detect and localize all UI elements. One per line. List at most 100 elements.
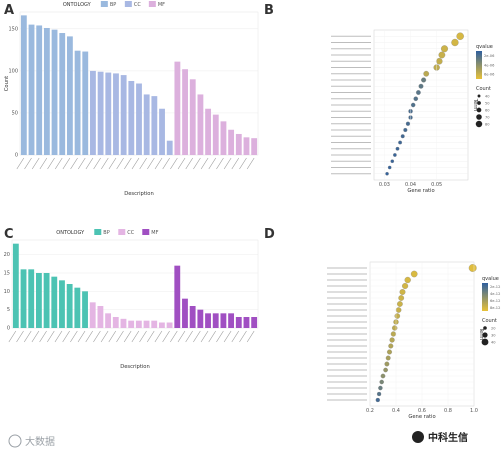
b-color-legend-title: qvalue xyxy=(476,44,493,50)
a-bar-cc xyxy=(113,73,119,155)
b-dot xyxy=(421,77,427,83)
d-dot xyxy=(392,325,398,331)
watermark-right: 中科生信 xyxy=(412,431,468,444)
d-dot xyxy=(399,289,406,295)
d-size-legend-label: 20 xyxy=(491,326,496,330)
c-bar-cc xyxy=(112,317,119,328)
d-dot xyxy=(394,313,401,319)
panel-label-a: A xyxy=(4,3,14,18)
c-xaxis-title: Description xyxy=(120,364,150,370)
c-xtick-mark xyxy=(47,330,55,343)
c-bar-cc xyxy=(151,320,158,328)
a-bar-bp xyxy=(74,50,81,155)
c-xtick-mark xyxy=(170,330,178,343)
a-xtick-mark xyxy=(116,157,124,170)
b-size-legend-dot xyxy=(477,101,481,105)
c-xtick-mark xyxy=(223,330,232,343)
c-legend-swatch-bp xyxy=(94,229,102,235)
c-xtick-mark xyxy=(70,330,78,343)
watermark-wechat-icon xyxy=(412,431,424,443)
a-xtick-mark xyxy=(139,157,147,170)
d-size-legend-label: 40 xyxy=(491,340,496,344)
b-dot xyxy=(438,51,446,59)
panel-label-c: C xyxy=(4,227,14,242)
c-bar-cc xyxy=(105,313,112,328)
c-bar-cc xyxy=(89,302,96,328)
a-bar-bp xyxy=(20,15,27,156)
a-bar-cc xyxy=(136,83,142,155)
a-xtick-mark xyxy=(16,157,25,170)
a-bar-mf xyxy=(212,114,219,155)
a-xtick-mark xyxy=(78,157,86,170)
c-xtick-mark xyxy=(139,330,147,343)
a-bar-mf xyxy=(251,138,258,155)
b-dot xyxy=(405,121,411,126)
b-dot xyxy=(456,32,464,41)
a-ytick-label: 0 xyxy=(15,153,18,159)
a-xtick-mark xyxy=(47,157,55,170)
a-xtick-mark xyxy=(124,157,132,170)
a-xtick-mark xyxy=(131,157,140,170)
a-bar-mf xyxy=(182,69,188,155)
b-size-legend-label: 80 xyxy=(485,122,490,126)
d-xtick-label: 0.2 xyxy=(366,408,374,414)
a-bar-cc xyxy=(166,140,173,155)
a-bar-cc xyxy=(151,96,158,155)
c-bar-mf xyxy=(228,313,235,328)
b-size-legend-label: 60 xyxy=(485,108,490,112)
c-xtick-mark xyxy=(246,330,255,343)
c-bar-mf xyxy=(220,313,227,328)
b-dot xyxy=(403,127,408,133)
a-xtick-mark xyxy=(208,157,217,170)
a-xtick-mark xyxy=(239,157,247,170)
a-xtick-mark xyxy=(85,157,94,170)
d-dot xyxy=(376,391,382,397)
d-dot xyxy=(402,282,409,290)
d-color-legend-tick: 4e-12 xyxy=(490,292,500,296)
b-dot xyxy=(440,45,449,53)
b-color-legend-tick: 6e-06 xyxy=(484,73,495,77)
c-bar-mf xyxy=(205,313,211,328)
c-bar-cc xyxy=(135,320,142,328)
a-bar-mf xyxy=(220,121,227,155)
b-size-legend-dot xyxy=(476,107,482,113)
a-bar-cc xyxy=(159,108,165,155)
c-bar-bp xyxy=(59,280,65,328)
watermark-left-text: 大数据 xyxy=(25,435,55,448)
d-dot xyxy=(375,397,380,403)
d-xtick-label: 1.0 xyxy=(470,408,478,414)
c-xtick-mark xyxy=(154,330,163,343)
a-bar-cc xyxy=(143,94,150,155)
c-xtick-mark xyxy=(100,330,109,343)
d-color-legend-tick: 2e-12 xyxy=(490,285,500,289)
a-bar-mf xyxy=(205,108,212,155)
a-xtick-mark xyxy=(246,157,255,170)
c-yaxis-title: Count xyxy=(0,276,2,291)
a-bar-mf xyxy=(228,129,235,155)
a-yaxis-title: Count xyxy=(4,76,10,91)
c-xtick-mark xyxy=(23,330,32,343)
a-xtick-mark xyxy=(93,157,101,170)
a-xtick-mark xyxy=(101,157,109,170)
b-xtick-label: 0.03 xyxy=(379,182,390,188)
a-xtick-mark xyxy=(216,157,224,170)
d-size-legend-dot xyxy=(483,326,487,330)
b-dot xyxy=(451,38,459,47)
b-color-legend-tick: 2e-06 xyxy=(484,54,495,58)
d-dot xyxy=(383,367,388,373)
c-xtick-mark xyxy=(146,330,155,343)
a-xtick-mark xyxy=(170,157,178,170)
c-xtick-mark xyxy=(8,330,17,343)
c-bar-mf xyxy=(212,313,219,328)
d-color-legend-tick: 6e-12 xyxy=(490,299,500,303)
a-bar-mf xyxy=(189,79,196,155)
a-bar-cc xyxy=(90,70,96,155)
d-size-legend-title: Count xyxy=(482,318,497,324)
b-size-legend-label: 40 xyxy=(485,94,490,98)
d-color-legend-bar xyxy=(482,283,488,311)
a-bar-mf xyxy=(243,137,250,155)
c-bar-bp xyxy=(51,276,58,328)
